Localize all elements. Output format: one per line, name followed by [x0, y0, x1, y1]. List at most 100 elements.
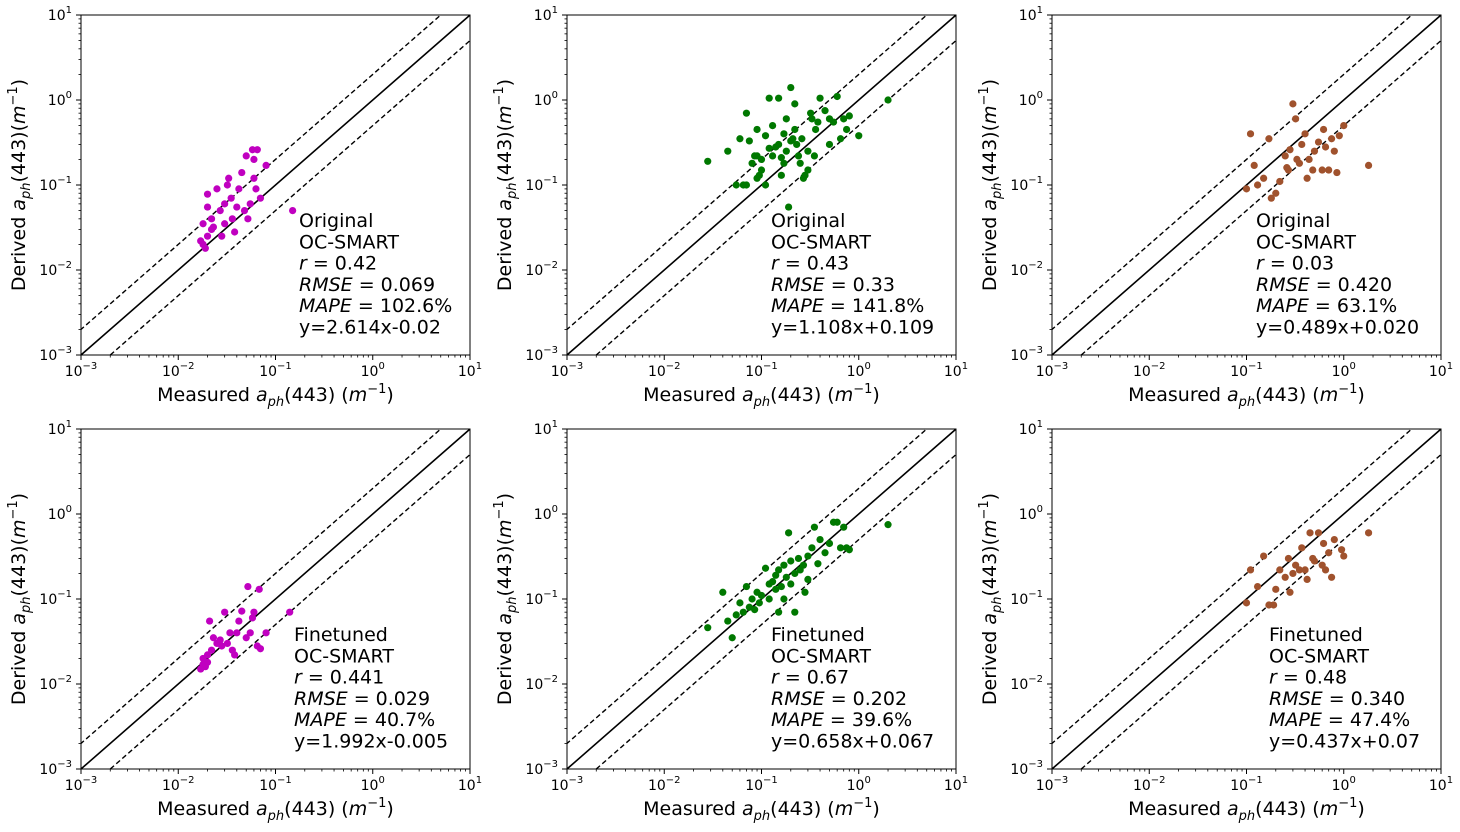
data-point	[777, 582, 785, 591]
data-point	[807, 109, 815, 117]
data-point	[1337, 546, 1346, 554]
data-point	[255, 585, 263, 593]
x-axis-label: Measured aph(443) (m−1)	[643, 382, 880, 410]
stats-line: MAPE = 39.6%	[771, 709, 912, 731]
data-point	[782, 573, 790, 581]
data-point	[739, 608, 747, 616]
data-point	[1242, 185, 1251, 193]
data-point	[1314, 529, 1323, 537]
stats-line: OC-SMART	[294, 645, 394, 667]
data-point	[804, 552, 812, 560]
x-tick-label: 10−1	[1230, 361, 1263, 380]
stats-line: r = 0.441	[294, 667, 384, 689]
x-tick-label: 10−2	[1133, 361, 1166, 380]
data-point	[203, 190, 212, 198]
data-point	[757, 155, 766, 164]
identity-line	[81, 15, 470, 355]
y-tick-label: 10−1	[525, 175, 558, 194]
chart-panel-orig-green: 10−310−3 10−2 10−2 10−1 10−1 100 100 101 101 Meas…	[492, 5, 968, 410]
plot-area	[81, 429, 470, 769]
data-point	[235, 185, 243, 193]
stats-line: RMSE = 0.33	[771, 274, 895, 296]
data-point	[1265, 135, 1273, 143]
y-tick-label: 10−2	[39, 260, 72, 279]
stats-line: OC-SMART	[771, 231, 871, 253]
data-point	[761, 564, 770, 572]
stats-line: OC-SMART	[1269, 645, 1369, 667]
data-point	[246, 629, 254, 637]
plot-area	[1052, 429, 1441, 769]
data-point	[782, 115, 790, 123]
x-tick-label: 101	[944, 775, 968, 794]
data-point	[804, 166, 812, 174]
data-point	[240, 206, 249, 215]
data-point	[780, 159, 788, 167]
x-tick-label: 101	[1429, 361, 1453, 380]
data-point	[768, 578, 777, 586]
data-point	[724, 617, 732, 625]
stats-line: r = 0.48	[1269, 667, 1347, 689]
data-point	[1276, 566, 1284, 574]
x-tick-label: 10−3	[1036, 775, 1069, 794]
y-tick-label: 100	[534, 90, 558, 109]
data-point	[808, 544, 816, 552]
data-point	[785, 529, 793, 537]
data-point	[804, 575, 812, 584]
data-point	[205, 617, 214, 625]
data-point	[845, 546, 853, 554]
upper-band-line	[1052, 429, 1413, 745]
data-point	[765, 94, 773, 102]
data-point	[1253, 181, 1262, 189]
x-tick-label: 10−3	[551, 775, 584, 794]
data-point	[772, 571, 780, 579]
data-point	[768, 152, 777, 160]
x-tick-label: 101	[944, 361, 968, 380]
x-axis-label: Measured aph(443) (m−1)	[157, 796, 394, 824]
data-point	[1333, 168, 1341, 177]
y-axis-label: Derived aph(443)(m−1)	[492, 79, 520, 291]
data-point	[772, 585, 780, 593]
stats-line: y=0.489x+0.020	[1256, 317, 1419, 339]
data-point	[736, 599, 744, 607]
data-point	[761, 181, 770, 189]
stats-line: RMSE = 0.340	[1269, 688, 1405, 710]
x-tick-label: 101	[1429, 775, 1453, 794]
data-point	[775, 140, 783, 149]
data-point	[791, 125, 799, 134]
data-point	[1310, 147, 1319, 155]
data-point	[1325, 166, 1333, 174]
data-point	[226, 629, 234, 637]
stats-line: MAPE = 102.6%	[299, 295, 452, 317]
data-point	[235, 617, 243, 625]
data-point	[1319, 125, 1328, 134]
data-point	[199, 220, 207, 228]
data-point	[209, 223, 218, 231]
stats-line: r = 0.67	[771, 667, 849, 689]
y-tick-label: 10−1	[39, 589, 72, 608]
x-tick-label: 10−2	[162, 361, 195, 380]
x-tick-label: 10−3	[65, 775, 98, 794]
upper-band-line	[1052, 15, 1413, 331]
data-point	[704, 157, 712, 165]
x-tick-label: 10−2	[648, 361, 681, 380]
data-point	[836, 544, 845, 552]
stats-line: y=0.437x+0.07	[1269, 731, 1420, 753]
data-point	[804, 147, 812, 155]
identity-line	[567, 15, 956, 355]
data-point	[884, 96, 892, 104]
stats-line: Finetuned	[771, 624, 865, 646]
x-tick-label: 100	[361, 361, 385, 380]
data-point	[765, 595, 773, 603]
data-point	[780, 130, 788, 138]
data-point	[1272, 189, 1280, 197]
data-point	[814, 560, 822, 568]
data-point	[1281, 152, 1289, 160]
data-point	[825, 539, 834, 548]
data-point	[1318, 166, 1326, 174]
stats-line: y=1.108x+0.109	[771, 317, 934, 339]
data-point	[816, 535, 824, 544]
x-axis-label: Measured aph(443) (m−1)	[157, 382, 394, 410]
stats-line: Original	[299, 210, 373, 232]
data-point	[221, 220, 229, 228]
